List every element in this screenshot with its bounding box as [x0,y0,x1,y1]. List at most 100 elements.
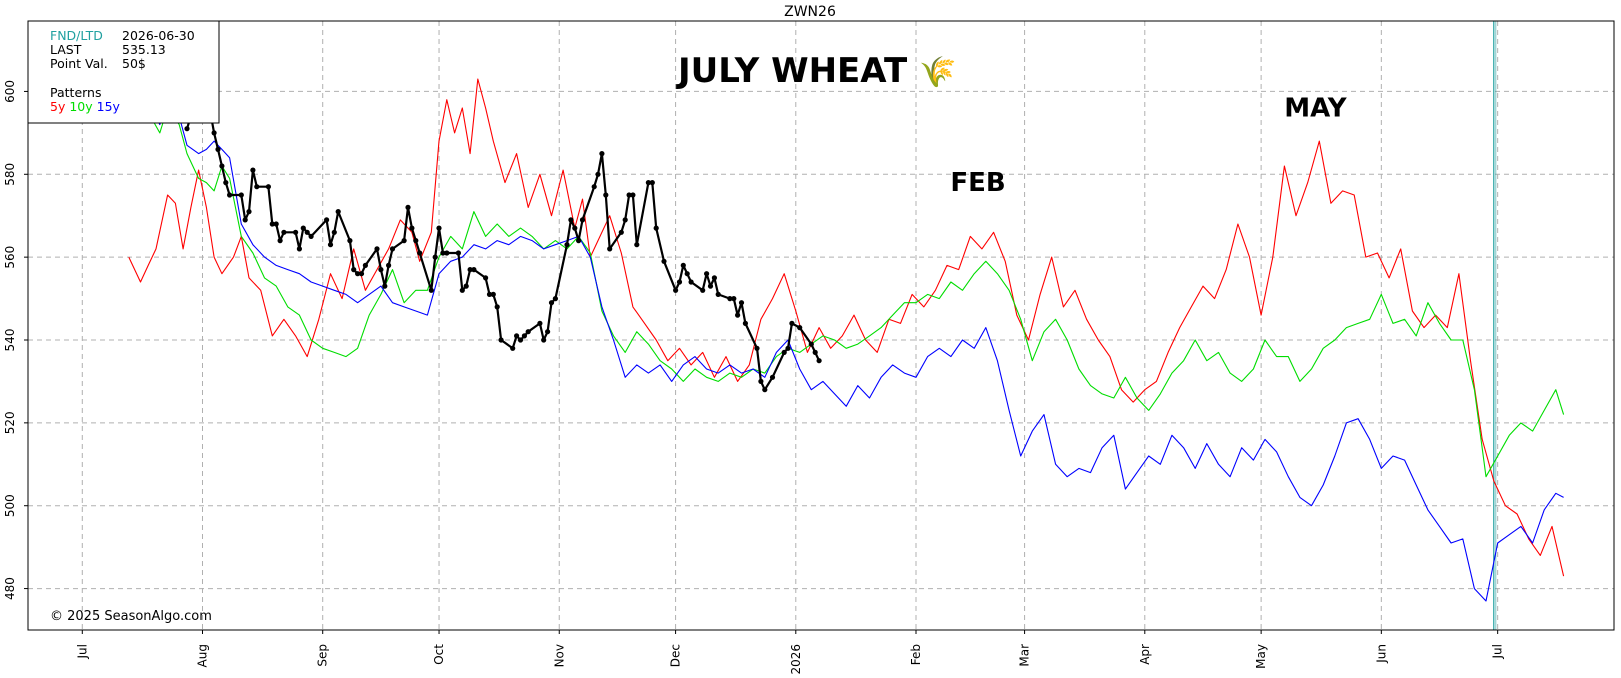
data-point [351,267,357,273]
data-point [545,329,551,335]
data-point [362,262,368,268]
data-point [517,337,524,343]
point-val-label: Point Val. [50,56,108,71]
data-point [459,287,465,293]
x-tick-label: Dec [669,644,683,667]
plot-frame [27,20,1615,631]
data-point [293,229,299,235]
data-point [281,229,287,235]
data-point [269,221,275,227]
series-15y [147,99,1564,602]
info-box: FND/LTD 2026-06-30 LAST 535.13 Point Val… [27,20,220,124]
y-tick-label: 520 [3,411,17,434]
last-label: LAST [50,42,82,57]
data-point [358,271,365,277]
chart-title-text: JULY WHEAT [676,51,908,91]
data-point [731,296,737,302]
last-value: 535.13 [122,42,166,57]
data-point [607,246,613,252]
data-point [308,233,314,239]
point-val-value: 50$ [122,56,146,71]
data-point [413,238,419,244]
data-point [432,254,438,260]
data-point [401,238,407,244]
data-point [812,349,818,355]
x-tick-label: Jul [1491,644,1505,659]
y-tick-label: 500 [3,494,17,517]
data-point [471,267,477,273]
data-point [653,225,659,231]
fnd-ltd-label: FND/LTD [50,28,103,43]
data-point [704,271,710,277]
legend-15y: 15y [97,99,121,114]
data-point [715,291,721,297]
data-point [676,279,683,285]
data-point [762,387,768,393]
data-point [227,192,233,198]
data-point [816,358,822,364]
series-line-10y [147,107,1565,478]
data-point [296,246,302,252]
data-point [673,287,679,293]
data-point [572,225,578,231]
data-point [324,217,330,223]
chart-symbol: ZWN26 [784,4,836,20]
data-point [440,250,446,256]
y-tick-label: 540 [3,329,17,352]
data-point [680,262,686,268]
data-point [576,238,582,244]
data-point [428,287,434,293]
data-point [521,333,528,339]
data-point [335,209,341,215]
y-tick-label: 580 [3,163,17,186]
data-point [630,192,636,198]
x-tick-label: Oct [432,644,446,665]
x-tick-label: Apr [1138,644,1152,665]
data-point [273,221,279,227]
data-point [603,192,609,198]
data-point [510,345,516,351]
series-line-15y [147,99,1564,602]
data-point [688,279,694,285]
data-point [564,242,570,248]
data-point [378,267,384,273]
data-point [386,262,392,268]
data-point [277,238,283,244]
data-point [808,341,814,347]
data-point [591,184,597,190]
data-point [711,275,718,281]
data-point [223,180,229,186]
fnd-marker [1493,21,1497,630]
data-point [498,337,504,343]
data-point [738,300,745,306]
data-point [548,300,555,306]
data-point [797,325,803,331]
patterns-legend: 5y 10y 15y [50,99,121,114]
data-point [483,275,489,281]
x-tick-label: Aug [195,644,209,667]
data-point [789,320,795,326]
data-point [552,296,559,302]
data-point [331,229,337,235]
x-tick-label: Nov [552,644,566,667]
data-point [514,333,520,339]
data-point [595,171,601,177]
data-point [707,283,714,289]
data-point [661,258,667,264]
data-point [300,225,306,231]
data-point [246,209,252,215]
data-point [599,151,605,157]
data-point [645,180,652,186]
grid [28,21,1614,630]
y-tick-label: 560 [3,246,17,269]
data-point [417,250,423,256]
data-point [684,271,690,277]
x-tick-label: Jun [1374,644,1388,664]
fnd-ltd-value: 2026-06-30 [122,28,195,43]
x-tick-label: 2026 [789,644,803,675]
x-tick-label: May [1254,644,1268,669]
series-layer [128,78,1565,602]
data-point [374,246,380,252]
